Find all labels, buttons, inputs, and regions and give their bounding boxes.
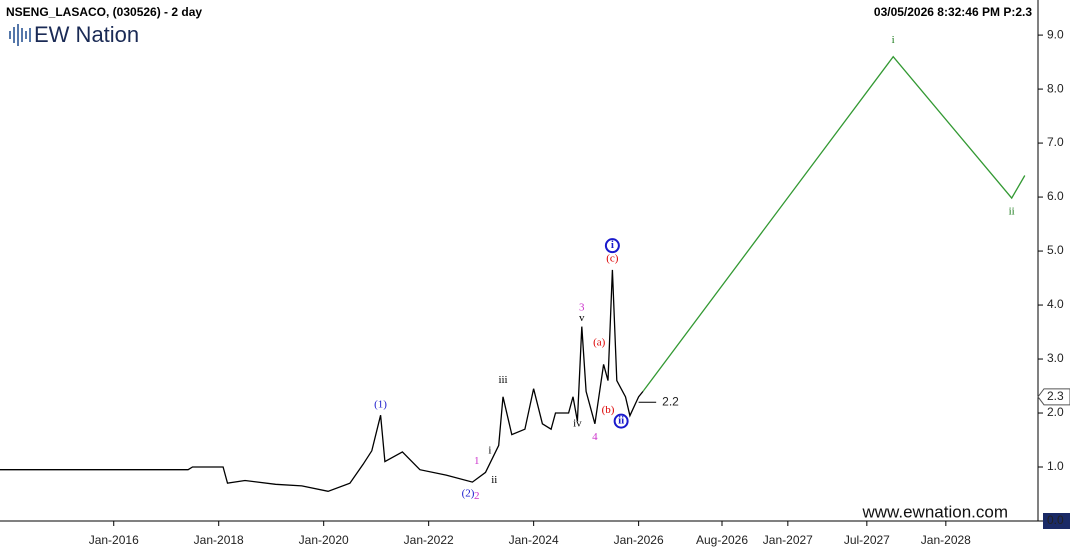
wave-label: iv	[573, 417, 582, 429]
y-tick-label: 8.0	[1047, 81, 1064, 95]
series-line	[642, 55, 1026, 392]
wave-label: v	[579, 312, 585, 324]
wave-label: 1	[474, 455, 480, 467]
x-tick-label: Jan-2027	[763, 533, 813, 547]
wave-circle	[613, 413, 629, 429]
wave-label: i	[611, 239, 614, 251]
wave-label: (c)	[606, 253, 619, 265]
wave-label: (2)	[462, 488, 475, 500]
y-tick-label: 6.0	[1047, 189, 1064, 203]
x-tick-label: Jan-2024	[509, 533, 559, 547]
x-tick-label: Jan-2020	[299, 533, 349, 547]
wave-label: (a)	[593, 336, 606, 348]
last-price-label: 2.3	[1047, 389, 1064, 403]
wave-label: 3	[579, 301, 585, 313]
chart-title: NSENG_LASACO, (030526) - 2 day	[6, 5, 202, 19]
y-tick-label: 9.0	[1047, 27, 1064, 41]
logo: EW Nation	[34, 22, 139, 47]
x-tick-label: Jan-2016	[89, 533, 139, 547]
y-tick-label: 7.0	[1047, 135, 1064, 149]
wave-label: 2	[474, 490, 480, 502]
x-tick-label: Jul-2027	[844, 533, 890, 547]
level-label: 2.2	[662, 394, 679, 408]
series-line	[0, 269, 644, 492]
y-tick-label: 1.0	[1047, 459, 1064, 473]
wave-label: i	[488, 444, 491, 456]
wave-label: i	[892, 34, 895, 46]
y-tick-label: 4.0	[1047, 297, 1064, 311]
x-tick-label: Aug-2026	[696, 533, 748, 547]
wave-label: ii	[618, 415, 624, 427]
x-tick-label: Jan-2026	[614, 533, 664, 547]
wave-label: ii	[491, 474, 497, 486]
wave-label: (b)	[602, 404, 615, 416]
wave-label: ii	[1009, 206, 1015, 218]
y-tick-label: 2.0	[1047, 405, 1064, 419]
timestamp: 03/05/2026 8:32:46 PM P:2.3	[874, 5, 1032, 19]
wave-label: 4	[592, 431, 598, 443]
x-tick-label: Jan-2022	[404, 533, 454, 547]
wave-label: (1)	[374, 398, 387, 410]
y-tick-highlight	[1043, 513, 1070, 529]
last-price-marker	[1037, 388, 1070, 406]
x-tick-label: Jan-2028	[921, 533, 971, 547]
y-tick-label: 5.0	[1047, 243, 1064, 257]
y-tick-label: 0.0	[1047, 513, 1064, 527]
wave-label: iii	[498, 374, 507, 386]
logo-icon	[9, 24, 31, 46]
wave-circle	[604, 238, 620, 254]
x-tick-label: Jan-2018	[194, 533, 244, 547]
y-tick-label: 3.0	[1047, 351, 1064, 365]
watermark: www.ewnation.com	[861, 502, 1008, 521]
